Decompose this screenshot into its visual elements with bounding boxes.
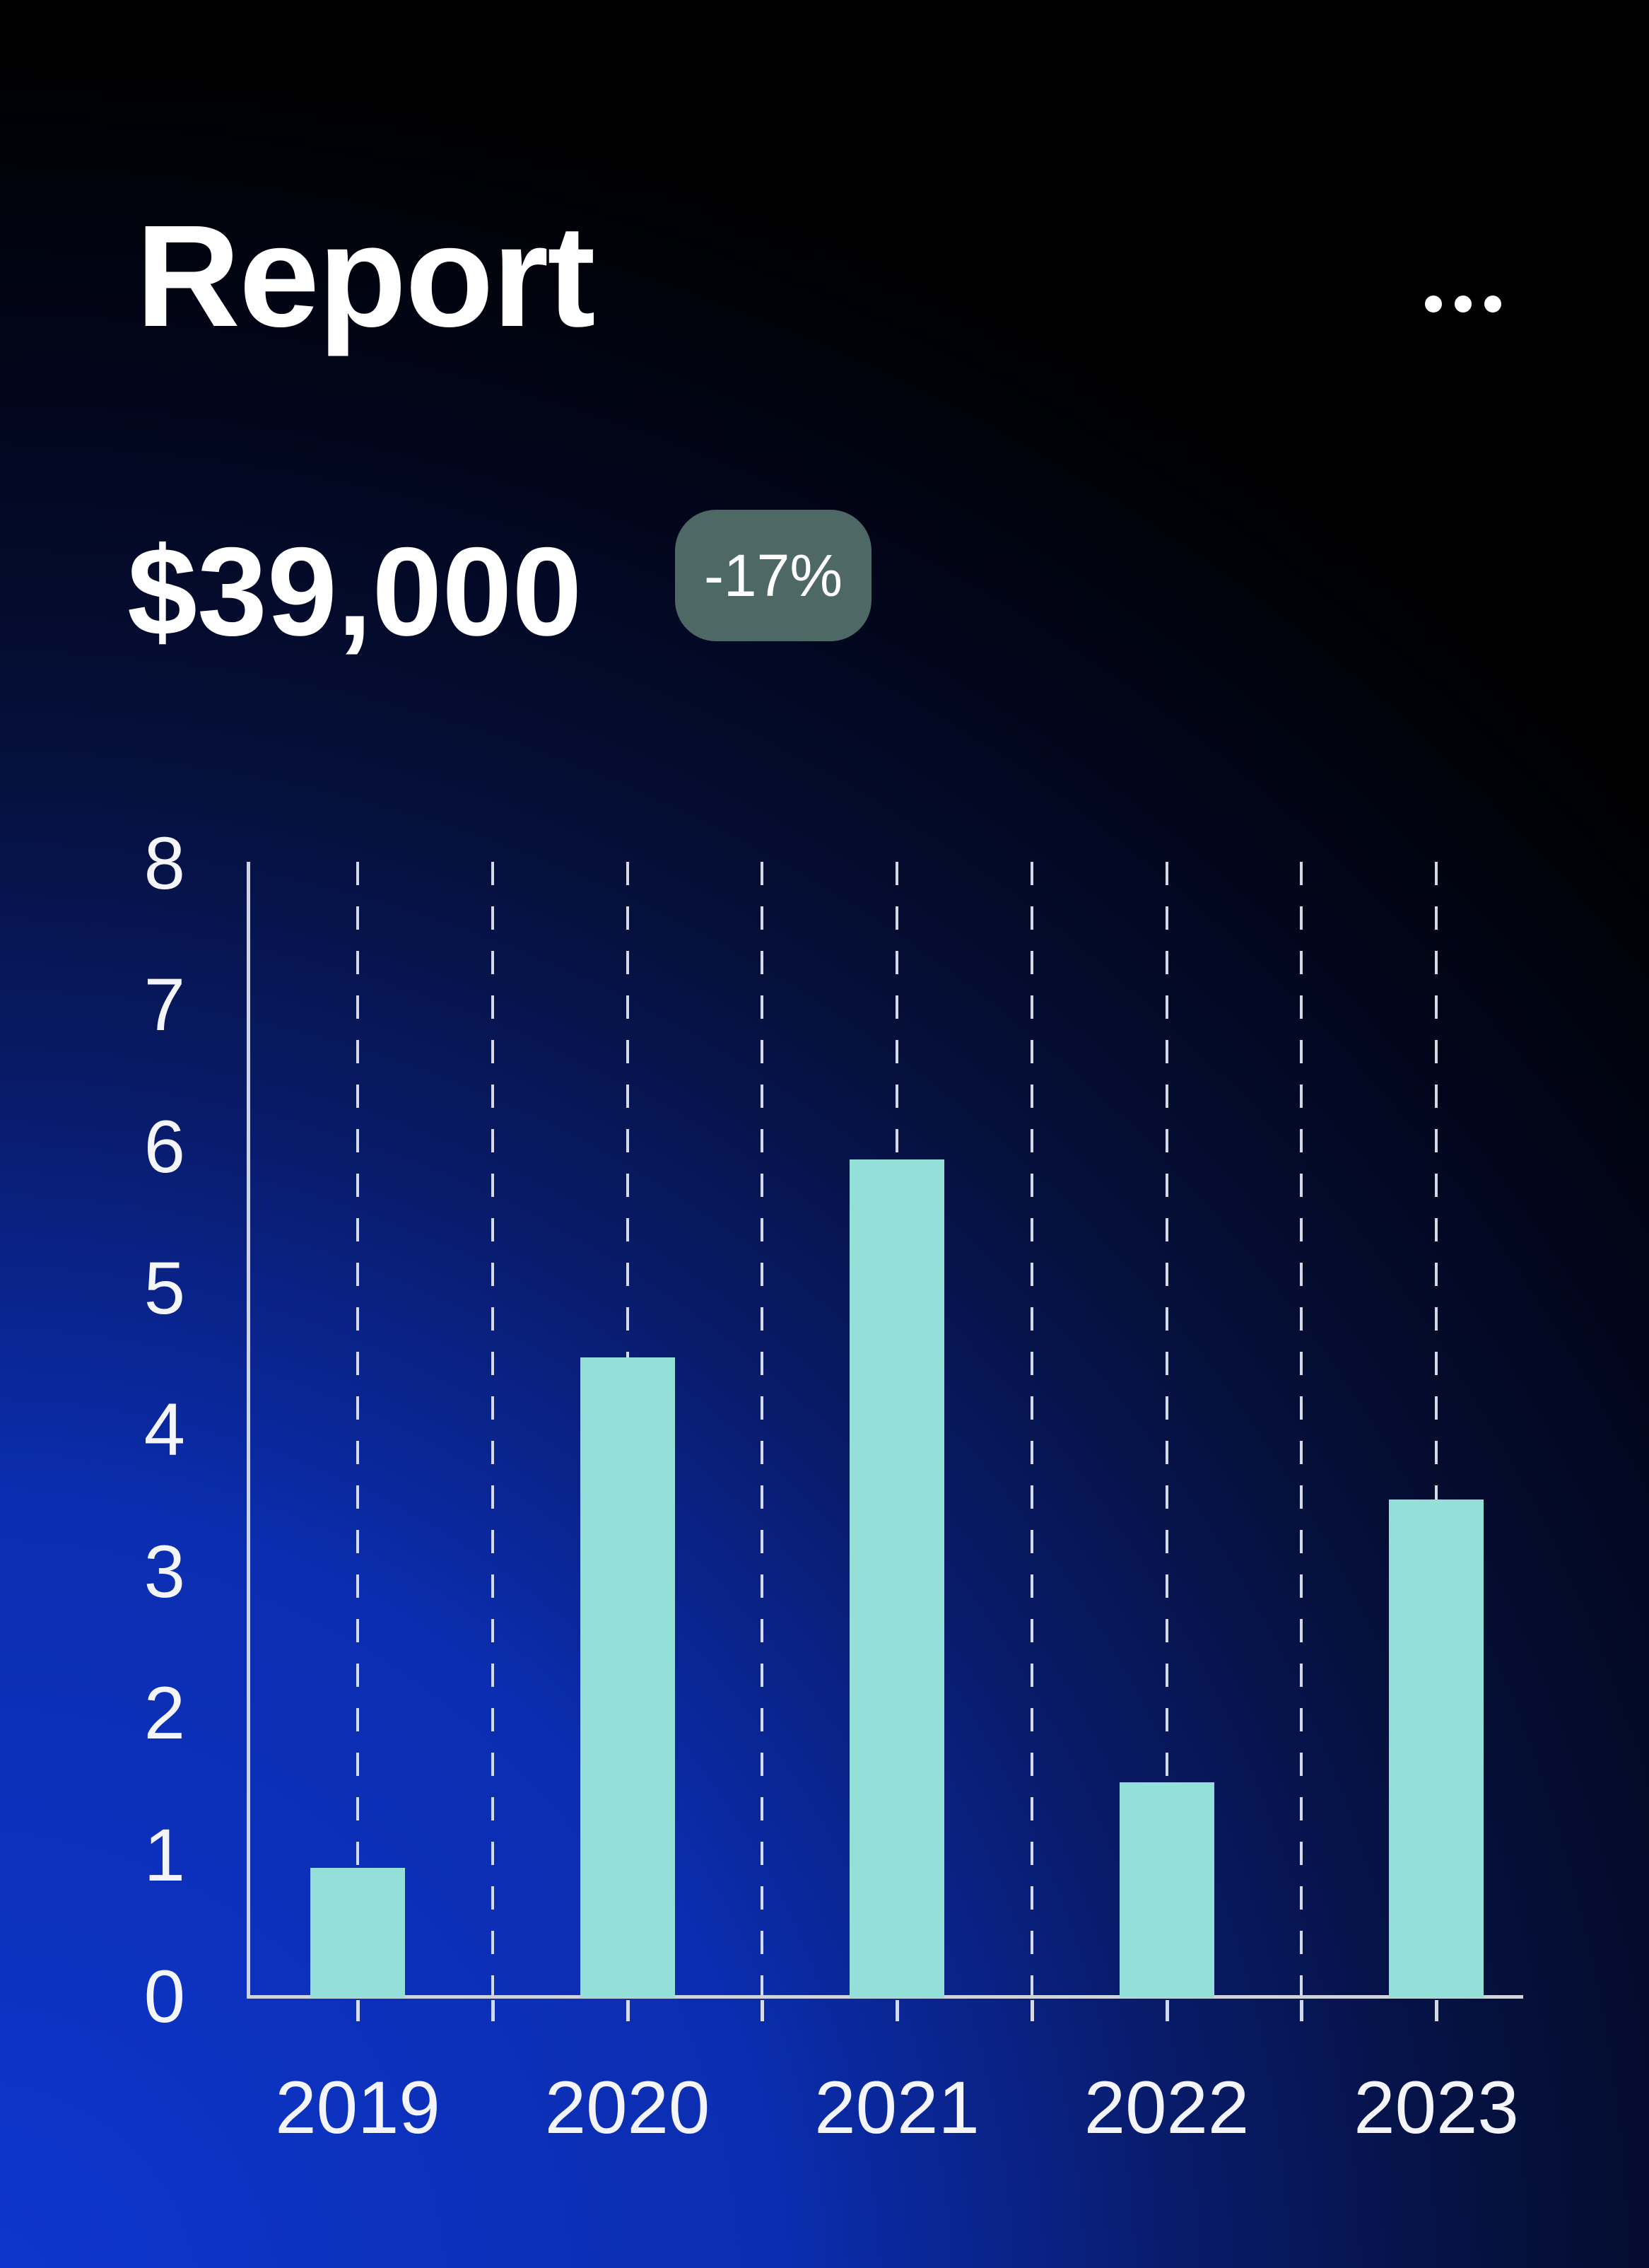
y-axis-label: 7 <box>143 964 185 1047</box>
bar-2022 <box>1119 1782 1214 1998</box>
bar-2019 <box>310 1867 405 1998</box>
x-axis-label-2022: 2022 <box>1084 2067 1250 2149</box>
gridline <box>1030 862 1033 1995</box>
axis-tick <box>491 2000 495 2021</box>
bar-2021 <box>850 1159 944 1998</box>
bar-2020 <box>580 1357 675 1998</box>
gridline <box>1300 862 1303 1995</box>
axis-tick <box>761 2000 765 2021</box>
axis-tick <box>356 2000 360 2021</box>
axis-tick <box>626 2000 630 2021</box>
axis-tick <box>1300 2000 1304 2021</box>
y-axis-line <box>247 862 250 1999</box>
bar-2023 <box>1389 1499 1484 1998</box>
x-axis-label-2021: 2021 <box>814 2067 980 2149</box>
gridline <box>491 862 494 1995</box>
x-axis-label-2019: 2019 <box>275 2067 440 2149</box>
y-axis-label: 0 <box>143 1956 185 2038</box>
axis-tick <box>1435 2000 1438 2021</box>
x-axis-label-2023: 2023 <box>1354 2067 1519 2149</box>
page-title: Report <box>136 195 596 357</box>
x-axis-label-2020: 2020 <box>544 2067 710 2149</box>
change-badge: -17% <box>675 510 872 641</box>
y-axis-label: 2 <box>143 1672 185 1755</box>
y-axis-label: 6 <box>143 1105 185 1188</box>
gridline <box>761 862 764 1995</box>
y-axis-label: 3 <box>143 1530 185 1613</box>
axis-tick <box>896 2000 899 2021</box>
ellipsis-icon <box>1425 296 1501 312</box>
more-options-button[interactable] <box>1396 262 1530 346</box>
axis-tick <box>1030 2000 1034 2021</box>
report-value: $39,000 <box>127 521 582 662</box>
y-axis-label: 8 <box>143 822 185 905</box>
y-axis-label: 5 <box>143 1247 185 1330</box>
gridline <box>1165 862 1168 1995</box>
y-axis-label: 1 <box>143 1813 185 1897</box>
y-axis-label: 4 <box>143 1389 185 1472</box>
gridline <box>1435 862 1438 1995</box>
change-badge-label: -17% <box>703 542 843 609</box>
gridline <box>356 862 359 1995</box>
axis-tick <box>1165 2000 1169 2021</box>
